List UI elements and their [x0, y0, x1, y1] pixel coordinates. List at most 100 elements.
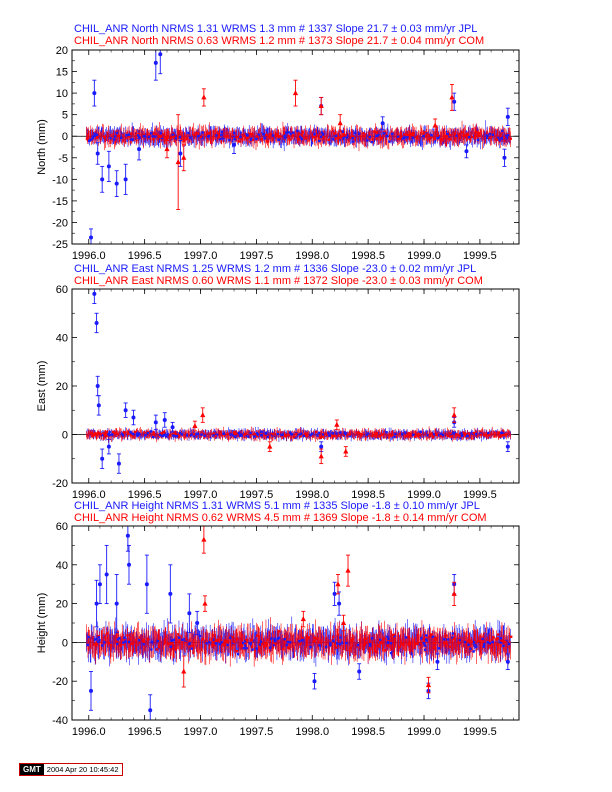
east-point: [170, 425, 175, 430]
height-point: [505, 659, 510, 664]
north-point: [164, 146, 170, 152]
north-xtick-label: 1999.5: [463, 250, 497, 262]
height-legend-com: CHIL_ANR Height NRMS 0.62 WRMS 4.5 mm # …: [74, 512, 487, 524]
north-point: [380, 121, 385, 126]
east-point: [318, 453, 324, 459]
height-point: [94, 601, 99, 606]
height-series-jpl: [88, 525, 510, 721]
north-xtick-label: 1997.0: [184, 250, 218, 262]
height-point: [168, 591, 173, 596]
east-point: [451, 412, 457, 418]
north-series-com: [164, 79, 455, 210]
north-point: [92, 91, 97, 96]
north-xtick-label: 1996.0: [72, 250, 106, 262]
north-ytick-label: -15: [52, 196, 68, 208]
east-xtick-label: 1996.0: [72, 489, 106, 501]
east-point: [131, 415, 136, 420]
height-point: [187, 611, 192, 616]
height-point: [144, 582, 149, 587]
east-point: [334, 421, 340, 427]
north-xtick-label: 1996.5: [128, 250, 162, 262]
north-ytick-label: -10: [52, 174, 68, 186]
north-point: [449, 94, 455, 100]
height-ytick-label: -40: [52, 715, 68, 727]
height-ytick-label: 20: [56, 599, 68, 611]
east-plot-frame: [71, 288, 520, 484]
east-point: [343, 448, 349, 454]
north-point: [137, 147, 142, 152]
north-xtick-label: 1998.5: [351, 250, 385, 262]
east-point: [192, 423, 198, 429]
north-point: [232, 142, 237, 147]
north-point: [452, 99, 457, 104]
east-ytick-label: 0: [62, 430, 68, 442]
east-ytick-label: -20: [52, 478, 68, 490]
height-point: [312, 679, 317, 684]
height-point: [337, 601, 342, 606]
east-xtick-label: 1999.0: [407, 489, 441, 501]
height-point: [332, 591, 337, 596]
east-point: [94, 320, 99, 325]
east-point: [95, 384, 100, 388]
north-ytick-label: -5: [58, 153, 68, 165]
height-xtick-label: 1998.5: [351, 726, 385, 738]
north-ytick-label: -25: [52, 239, 68, 251]
east-point: [153, 420, 158, 425]
north-point: [178, 151, 183, 156]
north-point: [292, 90, 299, 96]
height-point: [451, 590, 457, 596]
north-point: [88, 235, 93, 240]
east-point: [505, 444, 510, 449]
north-point: [502, 155, 507, 160]
height-point: [300, 616, 306, 622]
height-point: [345, 567, 351, 573]
height-point: [195, 621, 200, 625]
north-legend-jpl: CHIL_ANR North NRMS 1.31 WRMS 1.3 mm # 1…: [74, 23, 477, 35]
height-point: [357, 669, 362, 674]
height-dense-data-cloud: [86, 616, 513, 667]
height-xtick-label: 1996.0: [72, 726, 106, 738]
height-plot-frame: [71, 525, 520, 721]
height-series-com: [181, 525, 457, 694]
north-point: [175, 159, 181, 165]
height-ytick-label: 40: [56, 560, 68, 572]
height-xtick-label: 1999.0: [407, 726, 441, 738]
height-point: [104, 572, 109, 577]
north-panel: CHIL_ANR North NRMS 1.31 WRMS 1.3 mm # 1…: [36, 23, 520, 262]
north-point: [153, 60, 158, 65]
east-point: [123, 408, 128, 413]
height-point: [125, 533, 130, 538]
height-xtick-label: 1996.5: [128, 726, 162, 738]
north-ylabel: North (mm): [36, 119, 48, 175]
height-point: [335, 581, 341, 587]
north-ytick-label: 20: [56, 45, 68, 57]
north-point: [123, 177, 128, 182]
height-point: [97, 582, 102, 587]
east-xtick-label: 1997.0: [184, 489, 218, 501]
north-point: [505, 114, 510, 119]
north-point: [181, 154, 187, 160]
gmt-logo: GMT: [20, 764, 44, 775]
height-point: [148, 708, 153, 713]
east-ylabel: East (mm): [36, 361, 48, 412]
height-point: [202, 600, 208, 606]
east-legend-com: CHIL_ANR East NRMS 0.60 WRMS 1.1 mm # 13…: [74, 275, 483, 287]
height-ytick-label: 0: [62, 637, 68, 649]
east-series-jpl: [92, 288, 510, 474]
height-ytick-label: -20: [52, 676, 68, 688]
east-legend-jpl: CHIL_ANR East NRMS 1.25 WRMS 1.2 mm # 13…: [74, 263, 476, 275]
north-ytick-label: 0: [62, 131, 68, 143]
height-xtick-label: 1998.0: [295, 726, 329, 738]
east-point: [100, 456, 105, 461]
north-point: [106, 164, 111, 169]
east-point: [116, 461, 121, 466]
east-point: [319, 444, 324, 449]
east-xtick-label: 1997.5: [240, 489, 274, 501]
east-ytick-label: 40: [56, 333, 68, 345]
height-point: [201, 536, 207, 542]
east-xtick-label: 1999.5: [463, 489, 497, 501]
east-dense-data-cloud: [86, 426, 512, 443]
east-xtick-label: 1998.0: [295, 489, 329, 501]
height-point: [181, 668, 187, 674]
